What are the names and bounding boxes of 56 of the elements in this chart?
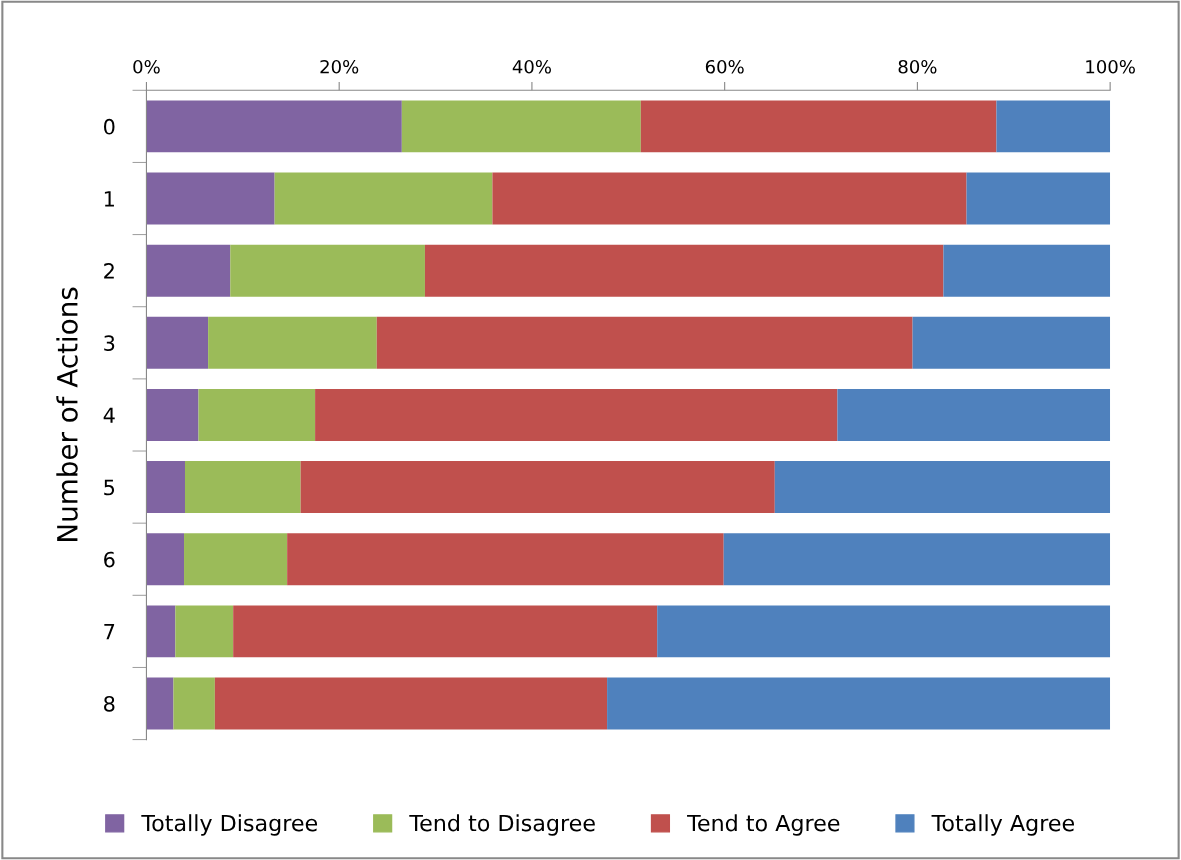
legend-label: Totally Disagree: [141, 814, 318, 836]
x-tick-label: 60%: [705, 59, 744, 74]
bar: [401, 100, 641, 153]
bar: [837, 388, 1111, 441]
y-tick-label: 1: [104, 191, 114, 207]
bar: [146, 244, 231, 297]
bar: [274, 172, 493, 225]
bar: [943, 244, 1111, 297]
bar: [184, 461, 301, 514]
y-tick-label: 7: [104, 624, 115, 640]
bar: [492, 172, 967, 225]
y-tick-label: 2: [104, 263, 114, 279]
legend-label: Tend to Agree: [687, 814, 840, 836]
bar: [146, 100, 402, 153]
legend-label: Tend to Disagree: [409, 814, 595, 836]
bar: [173, 677, 215, 730]
x-tick-label: 20%: [320, 59, 359, 74]
bar: [198, 388, 316, 441]
y-tick-label: 0: [104, 118, 115, 135]
bar: [146, 677, 174, 730]
bar: [912, 316, 1111, 369]
bar: [424, 244, 944, 297]
y-tick-label: 3: [104, 335, 115, 352]
bar: [146, 605, 176, 658]
x-tick-label: 100%: [1086, 59, 1135, 74]
x-tick-label: 0%: [133, 59, 160, 74]
bar: [233, 605, 658, 658]
bar: [184, 533, 288, 586]
bar: [315, 388, 838, 441]
bar: [607, 677, 1111, 730]
bar: [175, 605, 234, 658]
bar: [996, 100, 1111, 153]
y-tick-label: 4: [103, 407, 115, 423]
x-tick-label: 80%: [898, 59, 937, 74]
legend-label: Totally Agree: [931, 814, 1074, 836]
y-tick-label: 8: [104, 695, 115, 712]
bar: [146, 316, 209, 369]
bar: [146, 533, 185, 586]
bar: [966, 172, 1111, 225]
bar: [214, 677, 608, 730]
bar: [723, 533, 1111, 586]
bar: [146, 388, 199, 441]
bar: [657, 605, 1111, 658]
y-tick-label: 6: [104, 551, 115, 568]
bar: [300, 461, 775, 514]
x-tick-label: 40%: [512, 59, 551, 74]
bar: [287, 533, 724, 586]
bar: [208, 316, 377, 369]
bar: [146, 172, 275, 225]
y-tick-label: 5: [104, 479, 115, 496]
bar: [230, 244, 425, 297]
bar: [774, 461, 1111, 514]
y-axis-title: Number of Actions: [56, 287, 78, 541]
bar: [146, 461, 185, 514]
bar: [640, 100, 997, 153]
bar: [376, 316, 913, 369]
